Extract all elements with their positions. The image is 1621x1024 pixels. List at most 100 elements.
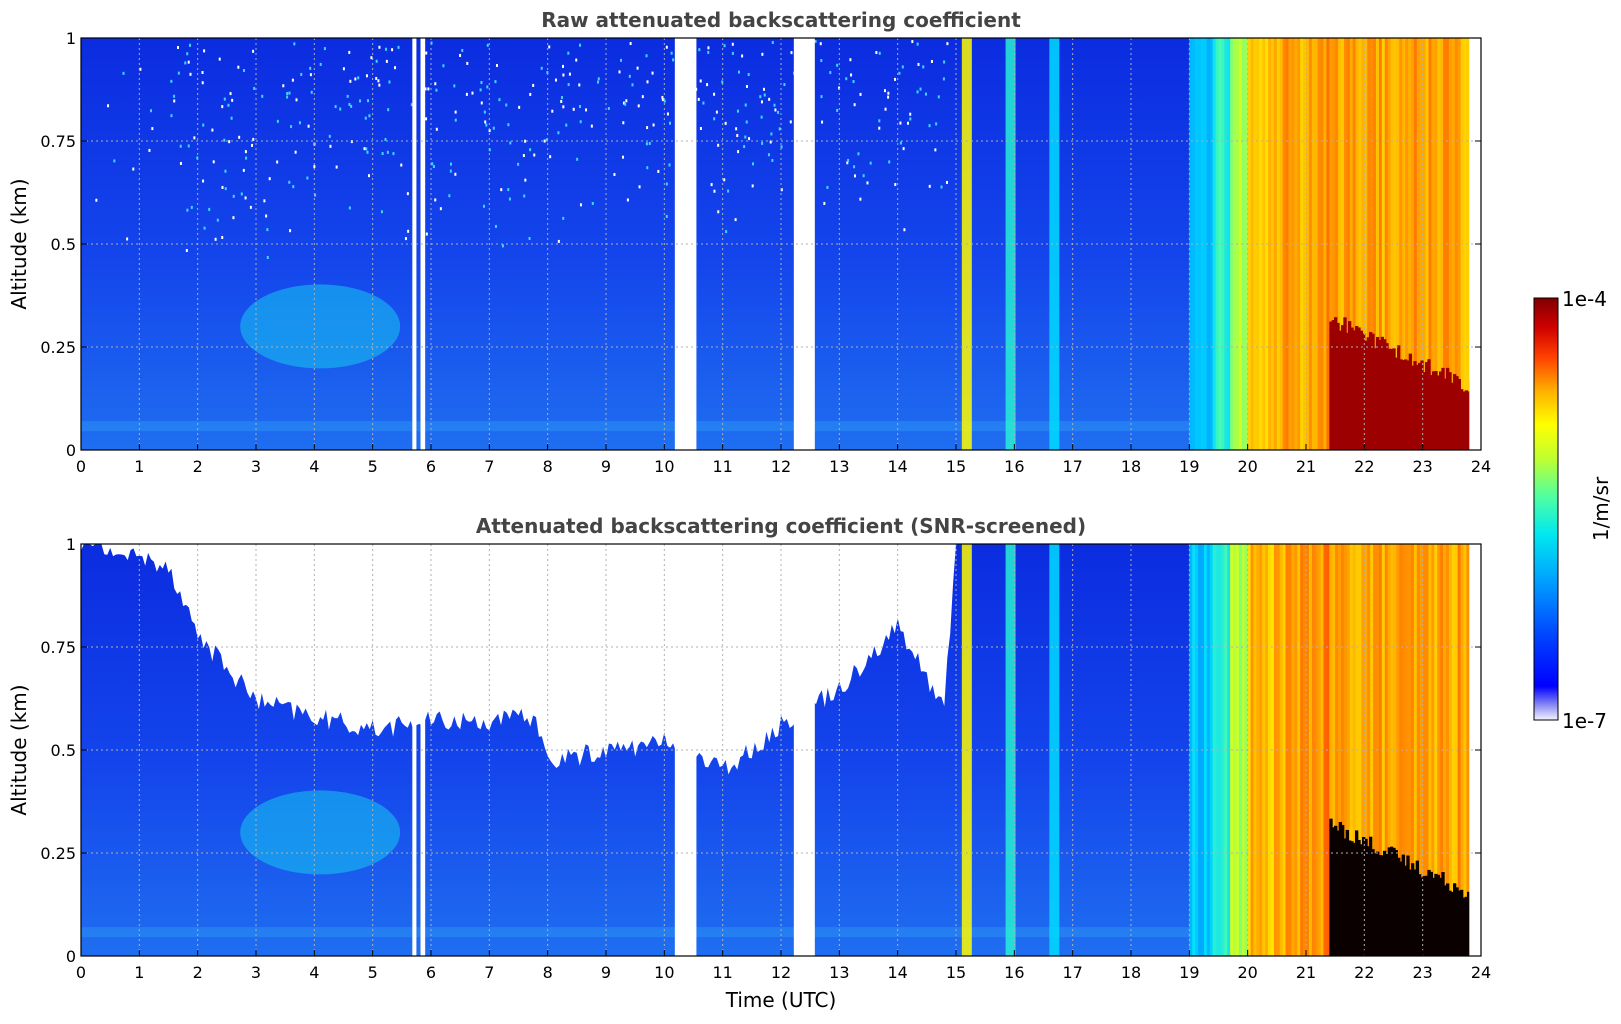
noise-speckle bbox=[751, 184, 754, 188]
fog-column bbox=[1393, 544, 1398, 956]
noise-speckle bbox=[357, 76, 360, 80]
noise-speckle bbox=[761, 52, 764, 56]
noise-speckle bbox=[549, 155, 552, 159]
fog-column bbox=[1282, 544, 1287, 956]
noise-speckle bbox=[439, 207, 442, 211]
dense-layer-column bbox=[1329, 321, 1333, 450]
noise-speckle bbox=[244, 150, 247, 154]
dense-layer-column bbox=[1373, 348, 1377, 450]
noise-speckle bbox=[748, 137, 751, 141]
dense-layer-column bbox=[1448, 372, 1452, 450]
noise-speckle bbox=[529, 148, 532, 152]
dense-layer-column bbox=[1336, 322, 1340, 450]
fog-column bbox=[1256, 38, 1261, 450]
dense-layer-column bbox=[1450, 891, 1454, 956]
noise-speckle bbox=[425, 51, 428, 55]
noise-speckle bbox=[286, 95, 289, 99]
dense-layer-column bbox=[1455, 376, 1459, 450]
data-gap bbox=[412, 38, 417, 450]
x-tick-label: 22 bbox=[1354, 457, 1374, 476]
noise-speckle bbox=[484, 120, 487, 124]
noise-speckle bbox=[377, 79, 380, 83]
noise-speckle bbox=[723, 178, 726, 182]
dense-layer-column bbox=[1408, 353, 1412, 450]
aerosol-layer-blob bbox=[240, 790, 401, 875]
noise-speckle bbox=[196, 156, 199, 160]
noise-speckle bbox=[486, 43, 489, 47]
fog-column bbox=[1273, 544, 1278, 956]
noise-speckle bbox=[524, 178, 527, 182]
dense-layer-column bbox=[1422, 372, 1426, 450]
dense-layer-column bbox=[1415, 860, 1419, 956]
fog-column bbox=[1443, 38, 1447, 450]
noise-speckle bbox=[392, 152, 395, 156]
noise-speckle bbox=[266, 255, 269, 259]
noise-speckle bbox=[665, 45, 668, 49]
dense-layer-column bbox=[1345, 332, 1349, 450]
dense-layer-column bbox=[1380, 336, 1384, 450]
fog-column bbox=[1256, 544, 1261, 956]
noise-speckle bbox=[702, 101, 705, 105]
noise-speckle bbox=[348, 50, 351, 54]
noise-speckle bbox=[857, 152, 860, 156]
noise-speckle bbox=[214, 237, 217, 241]
fog-column bbox=[1396, 544, 1401, 956]
fog-column bbox=[1291, 38, 1296, 450]
dense-layer-column bbox=[1394, 357, 1398, 450]
noise-speckle bbox=[579, 120, 582, 124]
noise-speckle bbox=[170, 114, 173, 118]
noise-speckle bbox=[759, 95, 762, 99]
noise-speckle bbox=[224, 187, 227, 191]
fog-column bbox=[1262, 544, 1267, 956]
noise-speckle bbox=[546, 71, 549, 75]
dense-layer-column bbox=[1434, 371, 1438, 450]
noise-speckle bbox=[665, 182, 668, 186]
fog-column bbox=[1466, 38, 1471, 450]
fog-column bbox=[1466, 544, 1471, 956]
noise-speckle bbox=[266, 228, 269, 232]
fog-column bbox=[1247, 544, 1252, 956]
noise-speckle bbox=[314, 193, 317, 197]
screened-mask bbox=[81, 544, 956, 775]
noise-speckle bbox=[243, 68, 246, 72]
noise-speckle bbox=[707, 50, 710, 54]
noise-speckle bbox=[407, 229, 410, 233]
noise-speckle bbox=[560, 96, 563, 100]
dense-layer-column bbox=[1425, 875, 1429, 956]
dense-layer-column bbox=[1366, 846, 1370, 956]
noise-speckle bbox=[309, 73, 312, 77]
noise-speckle bbox=[364, 116, 367, 120]
noise-speckle bbox=[221, 235, 224, 239]
noise-speckle bbox=[909, 112, 912, 116]
noise-speckle bbox=[300, 72, 303, 76]
noise-speckle bbox=[187, 144, 190, 148]
fog-column bbox=[1276, 544, 1281, 956]
dense-layer-column bbox=[1392, 847, 1396, 956]
noise-speckle bbox=[734, 218, 737, 222]
noise-speckle bbox=[378, 83, 381, 87]
noise-speckle bbox=[899, 121, 902, 125]
noise-speckle bbox=[646, 166, 649, 170]
dense-layer-column bbox=[1450, 382, 1454, 450]
noise-speckle bbox=[551, 109, 554, 113]
noise-speckle bbox=[901, 65, 904, 69]
fog-column bbox=[1317, 38, 1322, 450]
dense-layer-column bbox=[1350, 327, 1354, 450]
dense-layer-column bbox=[1467, 391, 1471, 450]
surface-layer-band bbox=[81, 421, 1190, 432]
noise-speckle bbox=[381, 152, 384, 156]
dense-layer-column bbox=[1369, 836, 1373, 956]
dense-layer-column bbox=[1446, 883, 1450, 956]
noise-speckle bbox=[820, 59, 823, 63]
dense-layer-column bbox=[1366, 337, 1370, 450]
noise-speckle bbox=[620, 58, 623, 62]
noise-speckle bbox=[404, 237, 407, 241]
fog-column bbox=[1198, 544, 1202, 956]
dense-layer-column bbox=[1343, 838, 1347, 956]
dense-layer-column bbox=[1352, 842, 1356, 956]
fog-column bbox=[1323, 544, 1328, 956]
noise-speckle bbox=[578, 43, 581, 47]
fog-column bbox=[1268, 544, 1272, 956]
noise-speckle bbox=[122, 71, 125, 75]
